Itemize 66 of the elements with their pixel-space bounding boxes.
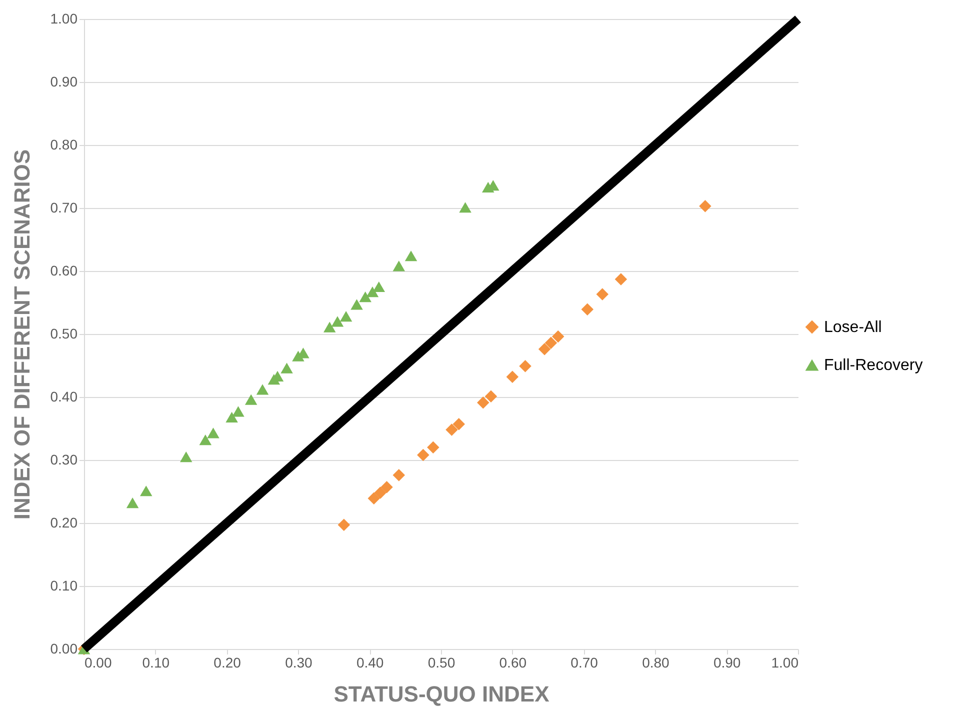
- point: [452, 418, 465, 430]
- y-tick-label: 0.80: [50, 136, 78, 152]
- point: [699, 200, 712, 212]
- x-axis-title: STATUS-QUO INDEX: [334, 682, 550, 706]
- point: [338, 518, 350, 532]
- point: [372, 281, 386, 292]
- point: [232, 406, 244, 417]
- y-axis-title: INDEX OF DIFFERENT SCENARIOS: [9, 149, 34, 520]
- point: [226, 412, 238, 422]
- point: [126, 498, 139, 508]
- y-tick-label: 0.40: [50, 388, 78, 404]
- point: [244, 394, 258, 405]
- point: [427, 441, 440, 454]
- y-tick-label: 0.70: [50, 200, 78, 216]
- point: [368, 492, 380, 505]
- point: [366, 286, 379, 298]
- point: [256, 384, 269, 395]
- point: [506, 370, 519, 383]
- point: [459, 202, 472, 213]
- y-tick-label: 0.90: [50, 74, 78, 90]
- point: [374, 486, 386, 499]
- y-tick-label: 1.00: [50, 10, 78, 26]
- x-tick-label: 0.30: [285, 654, 313, 670]
- point: [340, 311, 352, 322]
- x-tick-label: 0.20: [214, 654, 242, 670]
- point: [552, 330, 564, 343]
- x-tick-label: 0.50: [428, 654, 456, 670]
- point: [207, 428, 220, 438]
- point: [380, 480, 393, 494]
- point: [544, 336, 558, 349]
- y-tick-label: 0.10: [50, 578, 78, 594]
- point: [404, 250, 418, 262]
- point: [484, 390, 498, 402]
- point: [140, 486, 152, 496]
- y-tick-label: 0.50: [50, 326, 78, 342]
- point: [477, 396, 490, 409]
- point: [280, 362, 293, 374]
- point: [538, 342, 551, 356]
- x-tick-label: 0.10: [142, 654, 170, 670]
- point: [180, 452, 192, 462]
- x-tick-label: 0.40: [356, 654, 384, 670]
- y-tick-label: 0.30: [50, 452, 78, 468]
- x-tick-label: 0.80: [642, 654, 670, 670]
- point: [519, 360, 532, 372]
- x-tick-label: 0.90: [713, 654, 741, 670]
- point: [323, 322, 336, 332]
- point: [392, 468, 405, 482]
- x-tick-label: 0.60: [499, 654, 527, 670]
- point: [331, 316, 344, 327]
- x-tick-label: 0.00: [84, 654, 112, 670]
- point: [199, 434, 212, 446]
- x-tick-label: 1.00: [771, 654, 799, 670]
- y-tick-label: 0.60: [50, 262, 78, 278]
- point: [417, 448, 430, 462]
- point: [359, 292, 372, 302]
- point: [596, 288, 608, 300]
- point: [614, 273, 628, 286]
- point: [392, 260, 405, 272]
- y-tick-label: 0.20: [50, 514, 78, 530]
- legend-label: Full-Recovery: [824, 357, 923, 374]
- point: [350, 299, 363, 310]
- point: [581, 303, 594, 316]
- x-tick-label: 0.70: [570, 654, 598, 670]
- point: [446, 424, 458, 436]
- y-tick-label: 0.00: [50, 640, 78, 656]
- legend-label: Lose-All: [824, 319, 882, 336]
